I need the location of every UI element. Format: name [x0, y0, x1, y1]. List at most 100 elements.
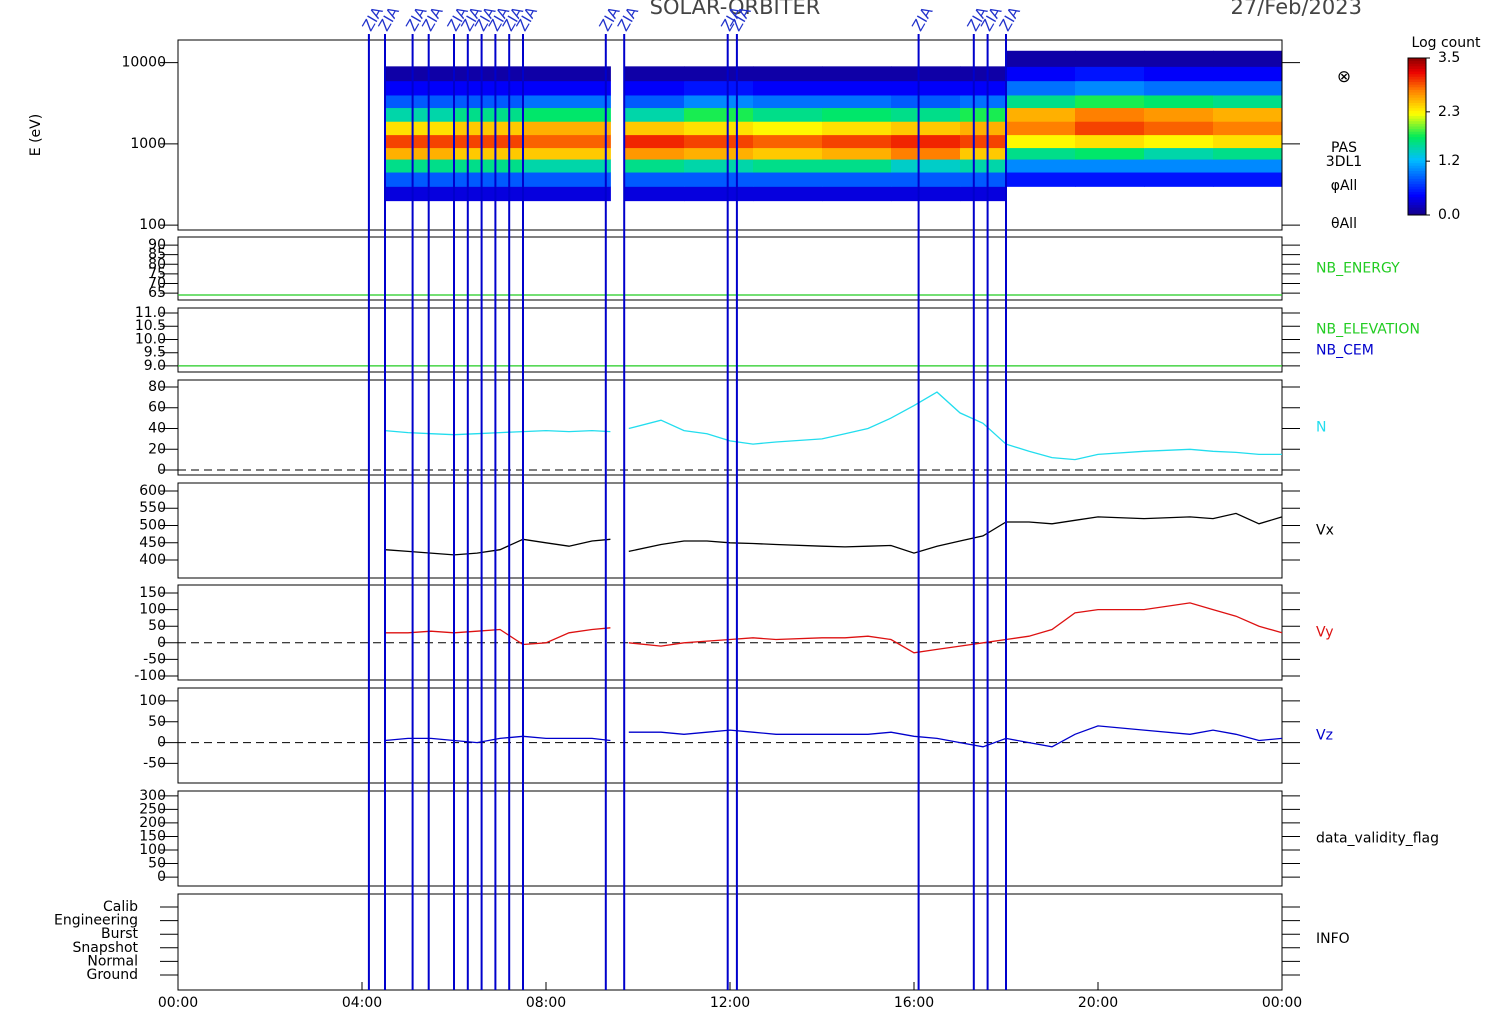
colorbar-swatch	[1408, 207, 1426, 211]
heatmap-cell	[454, 94, 524, 109]
heatmap-cell	[523, 121, 611, 136]
heatmap-cell	[1075, 147, 1145, 160]
heatmap-cell	[684, 147, 754, 160]
colorbar-swatch	[1408, 99, 1426, 103]
heatmap-cell	[454, 80, 524, 96]
colorbar-swatch	[1408, 126, 1426, 130]
colorbar-swatch	[1408, 84, 1426, 88]
heatmap-cell	[960, 147, 1007, 160]
y-tick-label: 60	[148, 400, 166, 416]
colorbar-swatch	[1408, 63, 1426, 67]
heatmap-cell	[624, 134, 685, 149]
heatmap-cell	[523, 66, 611, 82]
y-tick-label: 10.0	[135, 331, 166, 347]
y-tick-label: 600	[139, 483, 166, 499]
heatmap-cell	[624, 66, 685, 82]
panel-frame	[177, 482, 1283, 579]
y-tick-label: 500	[139, 517, 166, 533]
colorbar-swatch	[1408, 78, 1426, 83]
heatmap-cell	[960, 66, 1007, 82]
heatmap-cell	[822, 147, 892, 160]
legend-label: Vz	[1316, 728, 1333, 744]
y-tick-label: 100	[139, 217, 166, 233]
heatmap-cell	[523, 172, 611, 187]
y-tick-label: 65	[148, 285, 166, 301]
panel-frame	[177, 379, 1283, 476]
y-tick-label: -50	[143, 755, 166, 771]
heatmap-cell	[1006, 147, 1076, 160]
series-line	[385, 602, 1283, 654]
colorbar-swatch	[1408, 173, 1426, 177]
legend-label: Vy	[1316, 625, 1334, 641]
y-tick-label: 550	[139, 500, 166, 516]
panel-label: θAll	[1331, 216, 1357, 232]
heatmap-cell	[624, 159, 685, 173]
colorbar-swatch	[1408, 162, 1426, 166]
colorbar-swatch	[1408, 160, 1426, 164]
heatmap-cell	[1144, 159, 1214, 173]
panel-frame	[177, 790, 1283, 887]
heatmap-cell	[891, 66, 961, 82]
colorbar-swatch	[1408, 212, 1426, 216]
colorbar-swatch	[1408, 199, 1426, 203]
heatmap-cell	[891, 94, 961, 109]
y-tick-label: 400	[139, 552, 166, 568]
colorbar-swatch	[1408, 183, 1426, 187]
y-tick-label: 0	[157, 462, 166, 478]
category-label: Snapshot	[73, 940, 139, 956]
heatmap-cell	[1075, 159, 1145, 173]
heatmap-cell	[454, 159, 524, 173]
heatmap-cell	[1075, 80, 1145, 96]
heatmap-cell	[1006, 50, 1076, 67]
y-tick-label: 50	[148, 618, 166, 634]
y-tick-label: 100	[139, 693, 166, 709]
heatmap-cell	[684, 134, 754, 149]
y-tick-label: 0	[157, 635, 166, 651]
y-tick-label: 450	[139, 535, 166, 551]
x-tick-label: 16:00	[894, 995, 934, 1011]
heatmap-cell	[624, 147, 685, 160]
heatmap-cell	[1075, 134, 1145, 149]
legend-label: NB_ELEVATION	[1316, 321, 1420, 337]
legend-label: data_validity_flag	[1316, 831, 1439, 847]
heatmap-cell	[891, 107, 961, 122]
y-tick-label: 70	[148, 275, 166, 291]
heatmap-cell	[753, 134, 823, 149]
series-line	[384, 725, 1283, 748]
heatmap-cell	[1006, 134, 1076, 149]
heatmap-cell	[1144, 121, 1214, 136]
colorbar-swatch	[1408, 188, 1426, 192]
heatmap-cell	[684, 107, 754, 122]
date: 27/Feb/2023	[1231, 0, 1363, 19]
heatmap-cell	[891, 186, 961, 202]
colorbar-swatch	[1408, 196, 1426, 200]
heatmap-cell	[454, 186, 524, 202]
category-label: Ground	[87, 967, 139, 983]
colorbar-swatch	[1408, 68, 1426, 72]
panel-frame	[177, 687, 1283, 784]
heatmap-cell	[960, 134, 1007, 149]
y-tick-label: 200	[139, 815, 166, 831]
panel-label: φAll	[1331, 178, 1358, 194]
heatmap-cell	[684, 159, 754, 173]
heatmap-cell	[454, 134, 524, 149]
y-tick-label: 50	[148, 856, 166, 872]
colorbar-swatch	[1408, 133, 1426, 137]
colorbar-swatch	[1408, 170, 1426, 174]
heatmap-cell	[822, 186, 892, 202]
heatmap-cell	[822, 66, 892, 82]
heatmap-cell	[822, 80, 892, 96]
heatmap-cell	[1075, 94, 1145, 109]
colorbar-swatch	[1408, 76, 1426, 80]
colorbar-swatch	[1408, 102, 1426, 106]
heatmap-cell	[385, 66, 455, 82]
heatmap-cell	[523, 159, 611, 173]
colorbar-frame	[1407, 57, 1427, 216]
heatmap-cell	[753, 186, 823, 202]
colorbar-swatch	[1408, 73, 1426, 77]
colorbar-swatch	[1408, 165, 1426, 169]
colorbar-swatch	[1408, 97, 1426, 101]
colorbar-swatch	[1408, 128, 1426, 132]
event-label: ZIA	[375, 3, 403, 34]
